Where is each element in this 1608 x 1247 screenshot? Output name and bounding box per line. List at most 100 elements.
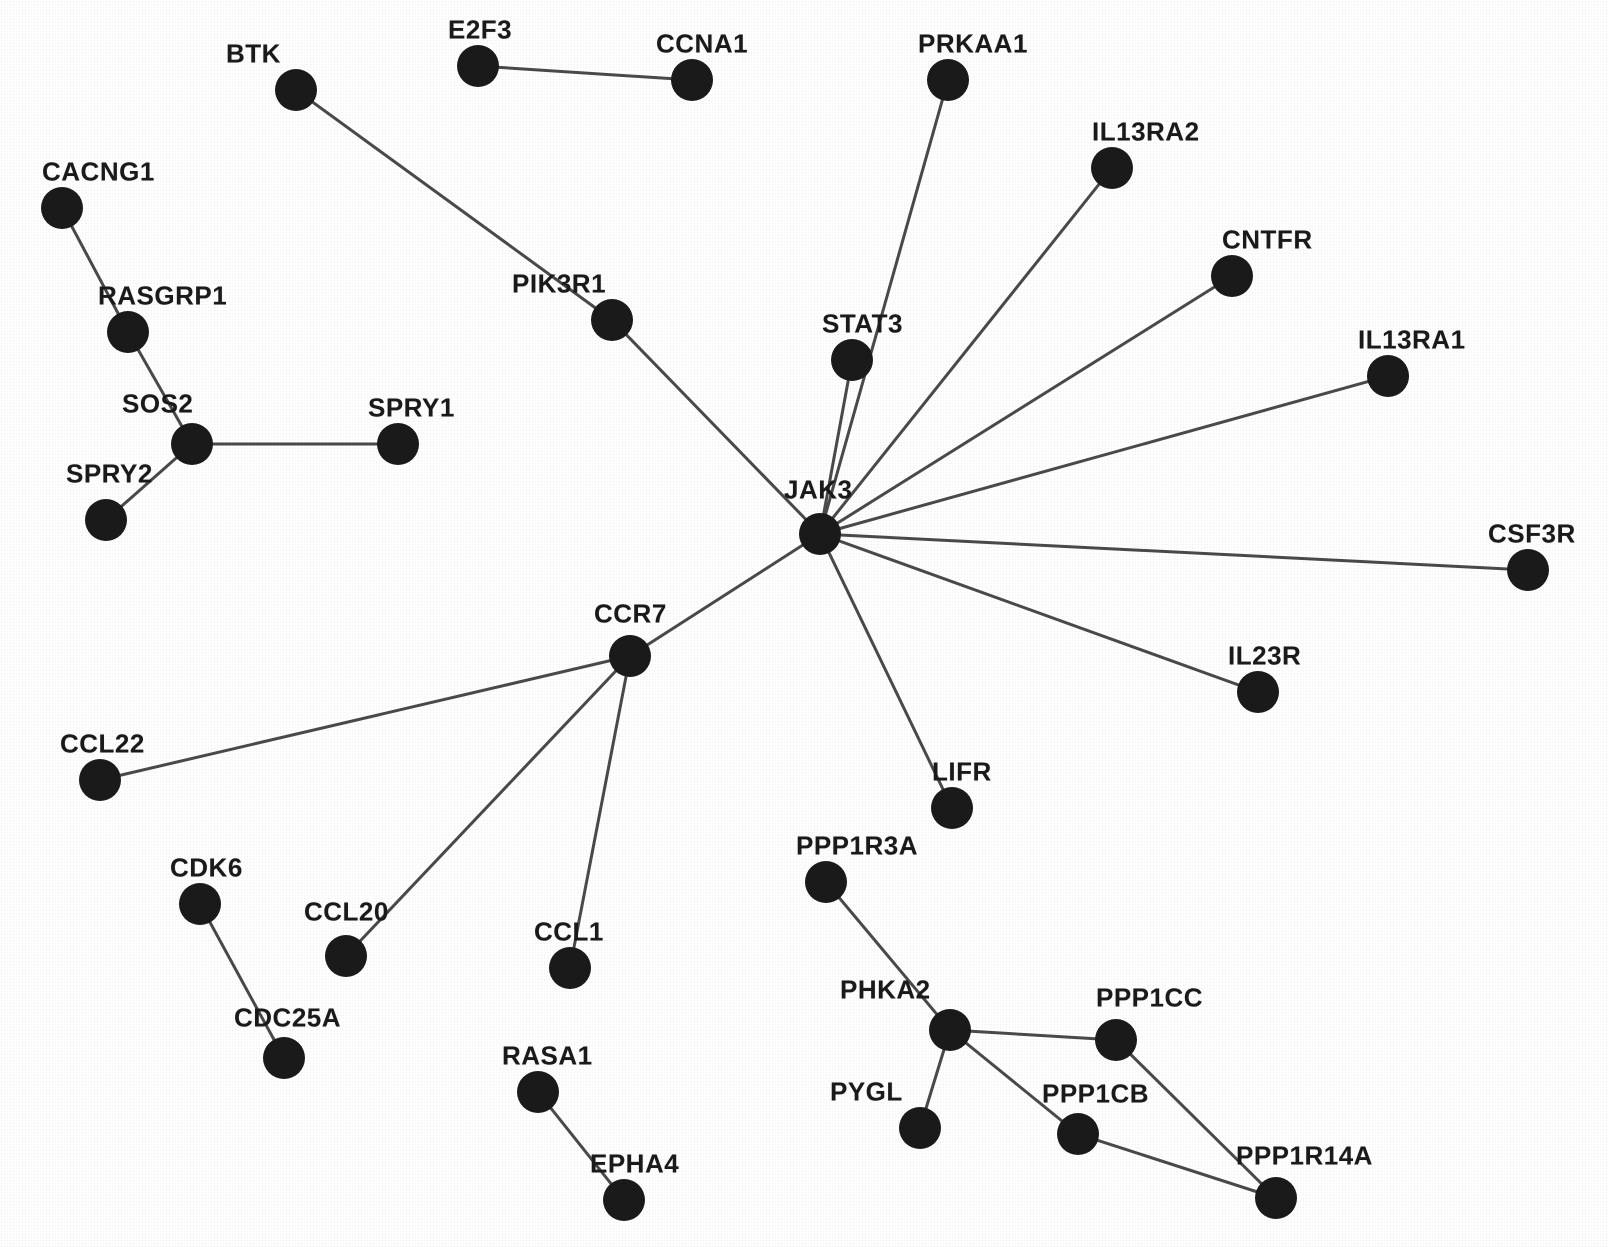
graph-node: CCNA1 <box>671 59 713 101</box>
node-label: IL13RA2 <box>1092 117 1200 148</box>
node-dot-icon <box>1057 1113 1099 1155</box>
graph-node: PIK3R1 <box>591 299 633 341</box>
graph-edge <box>950 1030 1116 1040</box>
graph-edge <box>826 882 950 1030</box>
graph-edge <box>630 534 820 656</box>
graph-node: E2F3 <box>457 45 499 87</box>
graph-node: JAK3 <box>799 513 841 555</box>
node-label: CDK6 <box>170 853 243 884</box>
node-label: CDC25A <box>234 1003 341 1034</box>
node-dot-icon <box>325 935 367 977</box>
graph-edge <box>478 66 692 80</box>
graph-node: CCL22 <box>79 759 121 801</box>
node-dot-icon <box>831 339 873 381</box>
node-label: IL13RA1 <box>1358 325 1466 356</box>
node-dot-icon <box>79 759 121 801</box>
graph-node: IL23R <box>1237 671 1279 713</box>
node-label: PRKAA1 <box>918 29 1028 60</box>
node-dot-icon <box>1237 671 1279 713</box>
node-label: JAK3 <box>784 475 852 506</box>
graph-node: STAT3 <box>831 339 873 381</box>
node-label: LIFR <box>932 757 992 788</box>
node-label: IL23R <box>1228 641 1301 672</box>
graph-node: SOS2 <box>171 423 213 465</box>
node-dot-icon <box>671 59 713 101</box>
node-dot-icon <box>603 1179 645 1221</box>
node-label: SOS2 <box>122 389 193 420</box>
graph-node: CDK6 <box>179 883 221 925</box>
graph-edge <box>1116 1040 1276 1198</box>
graph-edge <box>820 534 1528 570</box>
graph-node: PPP1R14A <box>1255 1177 1297 1219</box>
graph-node: CCL1 <box>549 947 591 989</box>
graph-node: EPHA4 <box>603 1179 645 1221</box>
node-label: CCL22 <box>60 729 145 760</box>
graph-node: RASA1 <box>517 1071 559 1113</box>
graph-edge <box>200 904 284 1058</box>
node-label: SPRY1 <box>368 393 455 424</box>
node-dot-icon <box>805 861 847 903</box>
graph-node: PHKA2 <box>929 1009 971 1051</box>
graph-node: PPP1CB <box>1057 1113 1099 1155</box>
graph-edges-layer <box>0 0 1608 1247</box>
graph-edge <box>820 376 1388 534</box>
node-label: STAT3 <box>822 309 903 340</box>
graph-node: SPRY1 <box>377 423 419 465</box>
graph-node: CSF3R <box>1507 549 1549 591</box>
node-label: EPHA4 <box>590 1149 679 1180</box>
node-dot-icon <box>275 69 317 111</box>
node-dot-icon <box>179 883 221 925</box>
node-dot-icon <box>377 423 419 465</box>
node-dot-icon <box>609 635 651 677</box>
node-label: PYGL <box>830 1077 903 1108</box>
node-dot-icon <box>591 299 633 341</box>
node-label: PIK3R1 <box>512 269 606 300</box>
graph-node: BTK <box>275 69 317 111</box>
node-label: BTK <box>226 39 281 70</box>
node-label: CCL20 <box>304 897 389 928</box>
graph-node: CCR7 <box>609 635 651 677</box>
node-dot-icon <box>927 59 969 101</box>
network-graph: BTK E2F3 CCNA1 PRKAA1 IL13RA2 CACNG1 CNTFR PIK3… <box>0 0 1608 1247</box>
node-label: PHKA2 <box>840 975 931 1006</box>
node-label: RASA1 <box>502 1041 593 1072</box>
node-dot-icon <box>1211 255 1253 297</box>
graph-node: PPP1R3A <box>805 861 847 903</box>
node-label: CCNA1 <box>656 29 748 60</box>
node-dot-icon <box>517 1071 559 1113</box>
node-dot-icon <box>457 45 499 87</box>
node-label: PPP1R14A <box>1236 1141 1373 1172</box>
node-label: E2F3 <box>448 15 512 46</box>
node-label: CNTFR <box>1222 225 1313 256</box>
node-label: CCR7 <box>594 599 667 630</box>
node-dot-icon <box>899 1107 941 1149</box>
node-label: PPP1CC <box>1096 983 1203 1014</box>
graph-node: CCL20 <box>325 935 367 977</box>
node-label: SPRY2 <box>66 459 153 490</box>
node-label: PPP1R3A <box>796 831 918 862</box>
node-dot-icon <box>549 947 591 989</box>
node-label: CCL1 <box>534 917 604 948</box>
graph-node: LIFR <box>931 787 973 829</box>
graph-node: IL13RA2 <box>1091 147 1133 189</box>
graph-node: CDC25A <box>263 1037 305 1079</box>
node-dot-icon <box>263 1037 305 1079</box>
node-label: CSF3R <box>1488 519 1576 550</box>
node-dot-icon <box>799 513 841 555</box>
node-dot-icon <box>929 1009 971 1051</box>
node-dot-icon <box>171 423 213 465</box>
graph-node: PYGL <box>899 1107 941 1149</box>
node-dot-icon <box>1255 1177 1297 1219</box>
graph-node: CACNG1 <box>41 187 83 229</box>
graph-edge <box>100 656 630 780</box>
node-label: PPP1CB <box>1042 1079 1149 1110</box>
graph-node: SPRY2 <box>85 499 127 541</box>
node-dot-icon <box>931 787 973 829</box>
node-dot-icon <box>1095 1019 1137 1061</box>
node-dot-icon <box>1091 147 1133 189</box>
node-dot-icon <box>107 311 149 353</box>
node-dot-icon <box>1507 549 1549 591</box>
node-dot-icon <box>41 187 83 229</box>
graph-node: IL13RA1 <box>1367 355 1409 397</box>
graph-node: RASGRP1 <box>107 311 149 353</box>
